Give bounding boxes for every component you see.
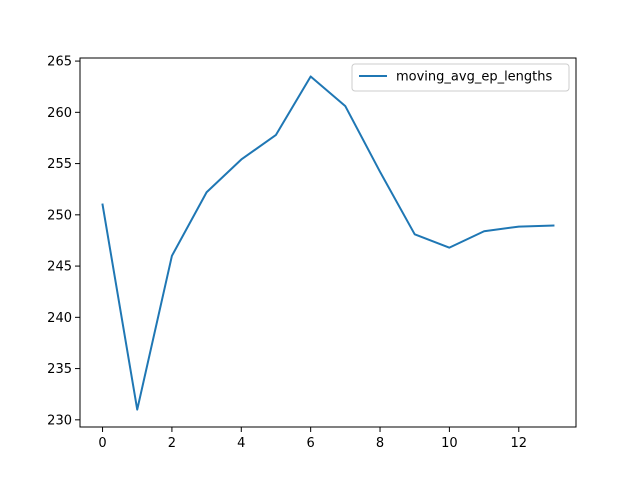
x-tick-label: 4 — [237, 436, 245, 451]
x-tick-label: 10 — [441, 436, 458, 451]
y-tick-label: 250 — [47, 208, 72, 223]
y-tick-label: 245 — [47, 260, 72, 275]
x-tick-label: 6 — [307, 436, 315, 451]
legend: moving_avg_ep_lengths — [351, 63, 570, 92]
axis-ticks: 0 2 4 6 8 10 12 230 235 240 245 250 255 260 265 — [47, 55, 527, 451]
y-tick-label: 240 — [47, 311, 72, 326]
y-tick-label: 265 — [47, 55, 72, 70]
x-tick-label: 0 — [98, 436, 106, 451]
x-tick-label: 2 — [168, 436, 176, 451]
y-tick-label: 255 — [47, 157, 72, 172]
legend-label: moving_avg_ep_lengths — [396, 70, 553, 85]
series-line — [101, 75, 555, 411]
series-layer — [101, 75, 555, 411]
plot-frame — [79, 57, 577, 428]
y-tick-label: 230 — [47, 413, 72, 428]
plot-area — [80, 58, 576, 427]
y-tick-label: 235 — [47, 362, 72, 377]
x-tick-label: 8 — [376, 436, 384, 451]
legend-box — [351, 63, 570, 92]
x-tick-label: 12 — [510, 436, 527, 451]
y-tick-label: 260 — [47, 106, 72, 121]
